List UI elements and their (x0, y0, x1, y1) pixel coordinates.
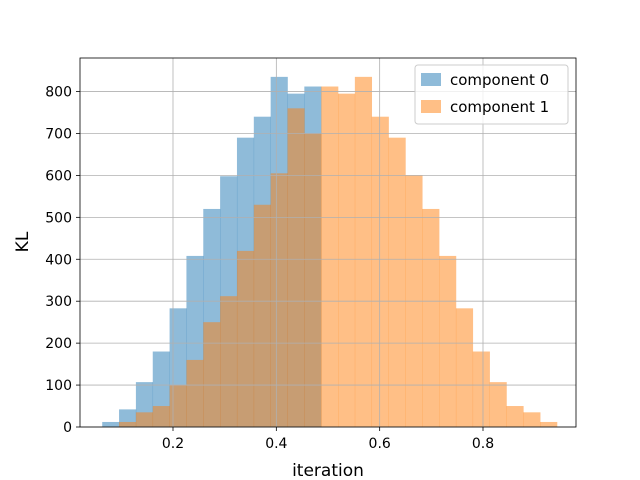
x-axis-ticks: 0.2 0.4 0.6 0.8 (162, 427, 494, 452)
y-axis-label: KL (13, 231, 33, 252)
y-tick-label-5: 500 (45, 210, 72, 226)
y-tick-label-0: 0 (63, 420, 72, 436)
bar-component-1-bin-18 (422, 208, 440, 427)
x-tick-label-0: 0.2 (162, 436, 184, 452)
bar-component-1-bin-11 (304, 133, 322, 428)
bar-component-1-bin-1 (135, 412, 154, 427)
bar-component-1-bin-15 (371, 116, 389, 427)
bar-component-1-bin-0 (119, 421, 137, 427)
bar-component-1-bin-22 (489, 382, 507, 427)
bar-component-1-bin-13 (338, 93, 356, 427)
x-tick-label-2: 0.6 (369, 436, 391, 452)
y-tick-label-6: 600 (45, 168, 72, 184)
bar-component-1-bin-8 (253, 204, 271, 427)
y-tick-label-1: 100 (45, 378, 72, 394)
legend-box (414, 64, 569, 125)
legend-swatch-component-1 (421, 100, 441, 113)
bar-component-1-bin-21 (472, 351, 490, 427)
plot-frame (79, 57, 577, 428)
legend-swatch-component-0 (421, 73, 441, 86)
bar-component-1-bin-6 (220, 296, 238, 427)
bar-component-1-bin-9 (270, 173, 288, 427)
bar-component-1-bin-24 (523, 412, 541, 427)
x-tick-label-3: 0.8 (472, 436, 494, 452)
bar-component-1-bin-7 (236, 250, 255, 427)
bar-component-1-bin-2 (152, 406, 170, 427)
x-tick-label-1: 0.4 (265, 436, 287, 452)
y-tick-label-8: 800 (45, 85, 72, 101)
bar-component-0-bin-0 (102, 421, 120, 427)
x-axis-label: iteration (292, 461, 364, 480)
bar-component-1-bin-20 (455, 308, 474, 427)
legend-label-component-1: component 1 (450, 98, 549, 116)
bar-component-1-bin-12 (321, 86, 339, 427)
series-component-1-bars (119, 76, 558, 428)
y-tick-label-3: 300 (45, 294, 72, 310)
bar-component-1-bin-19 (439, 255, 457, 427)
legend-label-component-0: component 0 (450, 71, 549, 89)
bar-component-1-bin-3 (169, 385, 187, 427)
bar-component-1-bin-5 (203, 322, 221, 427)
legend: component 0 component 1 (414, 64, 569, 125)
bar-component-1-bin-4 (186, 359, 204, 427)
bar-component-1-bin-23 (506, 406, 524, 427)
bar-component-1-bin-14 (354, 76, 373, 428)
y-axis-ticks: 0 100 200 300 400 500 600 700 800 (45, 85, 80, 436)
y-tick-label-2: 200 (45, 336, 72, 352)
y-tick-label-4: 400 (45, 252, 72, 268)
bar-component-1-bin-10 (287, 108, 305, 427)
bar-component-1-bin-16 (388, 137, 406, 428)
y-tick-label-7: 700 (45, 126, 72, 142)
bar-component-1-bin-25 (540, 421, 558, 427)
